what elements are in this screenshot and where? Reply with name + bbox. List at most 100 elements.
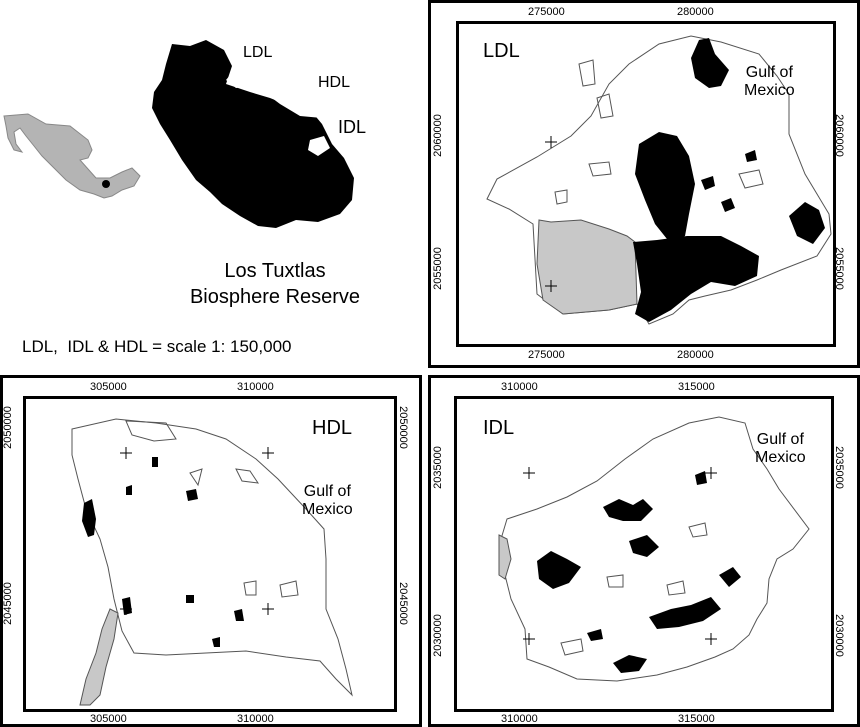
scale-note: LDL, IDL & HDL = scale 1: 150,000	[22, 337, 292, 356]
hdl-stippled-strip	[79, 608, 119, 706]
overview-map	[3, 40, 354, 228]
ldl-forest-east	[789, 202, 825, 244]
hdl-forest-4	[212, 637, 220, 647]
ldl-panel: 275000 280000 275000 280000 2060000 2055…	[428, 0, 860, 368]
idl-patch	[308, 136, 330, 156]
idl-patch-outline-1	[560, 638, 584, 656]
ldl-forest-small-1	[701, 176, 715, 190]
idl-map-label: IDL	[483, 417, 515, 439]
hdl-map-frame: HDL Gulf of Mexico	[23, 396, 397, 712]
idl-stippled-area	[498, 534, 512, 580]
hdl-forest-3	[234, 609, 244, 621]
ldl-xtick-bottom-1: 275000	[528, 349, 565, 361]
ldl-gulf-line2: Mexico	[744, 82, 795, 99]
overview-label-ldl: LDL	[243, 44, 273, 61]
ldl-patch	[226, 68, 250, 88]
idl-ytick-left-2: 2030000	[431, 614, 444, 657]
idl-gulf-label: Gulf of Mexico	[755, 431, 806, 467]
mexico-silhouette	[3, 113, 141, 199]
idl-map	[498, 416, 810, 682]
idl-ytick-right-2: 2030000	[832, 614, 845, 657]
ldl-ytick-left-1: 2060000	[431, 114, 444, 157]
hdl-grid-crosses	[120, 447, 274, 615]
hdl-forest-7	[186, 595, 194, 603]
ldl-map-frame: LDL Gulf of Mexico	[456, 21, 836, 347]
hdl-patch-outline-2	[235, 468, 260, 484]
hdl-xtick-top-1: 305000	[90, 381, 127, 393]
idl-xtick-bottom-2: 315000	[678, 713, 715, 725]
hdl-patch-outline-4	[243, 580, 257, 596]
idl-patch-outline-3	[688, 522, 708, 538]
hdl-map-label: HDL	[312, 417, 353, 439]
idl-xtick-top-1: 310000	[501, 381, 538, 393]
idl-gulf-line1: Gulf of	[756, 431, 804, 448]
idl-ytick-left-1: 2035000	[431, 446, 444, 489]
hdl-xtick-bottom-1: 305000	[90, 713, 127, 725]
idl-xtick-top-2: 315000	[678, 381, 715, 393]
idl-forest-small-2	[587, 629, 603, 641]
hdl-xtick-top-2: 310000	[237, 381, 274, 393]
ldl-gulf-label: Gulf of Mexico	[744, 64, 795, 100]
hdl-ytick-left-2: 2045000	[1, 582, 14, 625]
ldl-gulf-line1: Gulf of	[745, 64, 793, 81]
idl-gulf-line2: Mexico	[755, 449, 806, 466]
idl-forest-south	[613, 655, 647, 673]
idl-boundary	[500, 416, 810, 682]
ldl-patch-outline-2	[596, 93, 614, 119]
idl-forest-band-2	[629, 535, 659, 557]
reserve-location-dot	[102, 180, 110, 188]
ldl-xtick-top-2: 280000	[677, 6, 714, 18]
idl-map-frame: IDL Gulf of Mexico	[454, 396, 834, 712]
hdl-forest-west	[82, 499, 96, 537]
ldl-grid-crosses	[545, 136, 557, 292]
idl-forest-small-1	[695, 471, 707, 485]
idl-grid-crosses	[523, 467, 717, 645]
hdl-gulf-line1: Gulf of	[303, 483, 351, 500]
hdl-patch-outline-3	[189, 468, 203, 487]
hdl-forest-1	[122, 597, 132, 615]
ldl-stippled-area	[536, 219, 638, 315]
ldl-forest-small-2	[745, 150, 757, 162]
idl-forest-band-1	[603, 499, 653, 521]
hdl-gulf-label: Gulf of Mexico	[302, 483, 353, 519]
idl-forest-east	[719, 567, 741, 587]
ldl-forest-central	[635, 132, 695, 244]
ldl-patch-outline-5	[588, 161, 612, 177]
overview-title-line1: Los Tuxtlas	[224, 260, 326, 282]
reserve-silhouette	[152, 40, 354, 228]
ldl-patch-outline-3	[738, 169, 764, 189]
ldl-forest-small-3	[721, 198, 735, 212]
idl-forest-west	[537, 551, 581, 589]
hdl-ytick-right-1: 2050000	[396, 406, 409, 449]
hdl-gulf-line2: Mexico	[302, 501, 353, 518]
hdl-ytick-left-1: 2050000	[1, 406, 14, 449]
hdl-patch	[264, 92, 322, 118]
ldl-xtick-top-1: 275000	[528, 6, 565, 18]
hdl-boundary	[71, 418, 353, 697]
ldl-patch-outline-4	[554, 189, 568, 205]
hdl-forest-6	[152, 457, 158, 467]
idl-ytick-right-1: 2035000	[832, 446, 845, 489]
hdl-forest-2	[186, 489, 198, 501]
idl-patch-outline-2	[666, 580, 686, 596]
idl-xtick-bottom-1: 310000	[501, 713, 538, 725]
ldl-patch-outline-1	[578, 59, 596, 87]
overview-title-line2: Biosphere Reserve	[189, 286, 361, 308]
overview-title: Los Tuxtlas Biosphere Reserve	[130, 258, 420, 310]
ldl-map	[486, 35, 832, 325]
hdl-panel: 305000 310000 305000 310000 2050000 2045…	[0, 375, 422, 727]
ldl-forest-north	[691, 38, 729, 88]
idl-panel: 310000 315000 310000 315000 2035000 2030…	[428, 375, 860, 727]
hdl-xtick-bottom-2: 310000	[237, 713, 274, 725]
hdl-ytick-right-2: 2045000	[396, 582, 409, 625]
ldl-forest-south	[633, 236, 759, 322]
hdl-patch-outline-1	[125, 420, 177, 442]
hdl-map	[71, 418, 353, 706]
hdl-forest-5	[126, 485, 132, 495]
ldl-ytick-left-2: 2055000	[431, 247, 444, 290]
overview-label-hdl: HDL	[318, 74, 351, 91]
idl-forest-band-3	[649, 597, 721, 629]
ldl-map-label: LDL	[483, 40, 520, 62]
hdl-patch-outline-5	[279, 580, 299, 598]
idl-patch-outline-4	[606, 574, 624, 588]
